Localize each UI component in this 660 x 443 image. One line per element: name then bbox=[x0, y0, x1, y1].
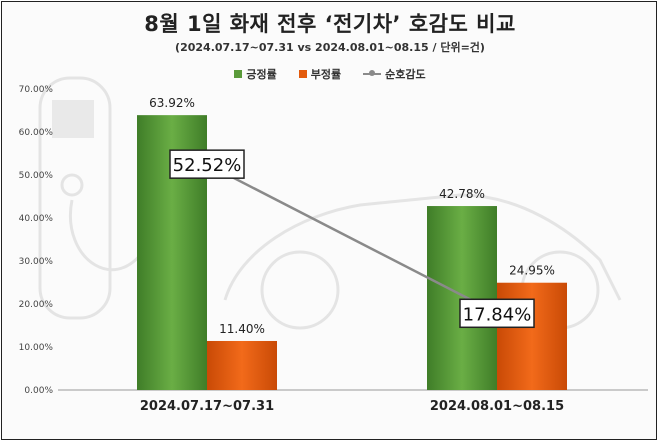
legend-swatch-negative bbox=[298, 70, 307, 78]
legend-line-net bbox=[363, 70, 382, 76]
legend-swatch-positive bbox=[234, 70, 243, 78]
chart-subtitle: (2024.07.17~07.31 vs 2024.08.01~08.15 / … bbox=[175, 41, 485, 54]
legend-item-negative: 부정률 bbox=[298, 66, 342, 82]
chart-title: 8월 1일 화재 전후 ‘전기차’ 호감도 비교 bbox=[144, 12, 516, 36]
chart-legend: 긍정률 부정률 순호감도 bbox=[0, 66, 660, 82]
legend-label-net: 순호감도 bbox=[385, 68, 426, 81]
legend-item-net: 순호감도 bbox=[363, 66, 426, 82]
legend-label-positive: 긍정률 bbox=[246, 68, 277, 81]
legend-label-negative: 부정률 bbox=[310, 68, 342, 81]
legend-item-positive: 긍정률 bbox=[234, 66, 277, 82]
